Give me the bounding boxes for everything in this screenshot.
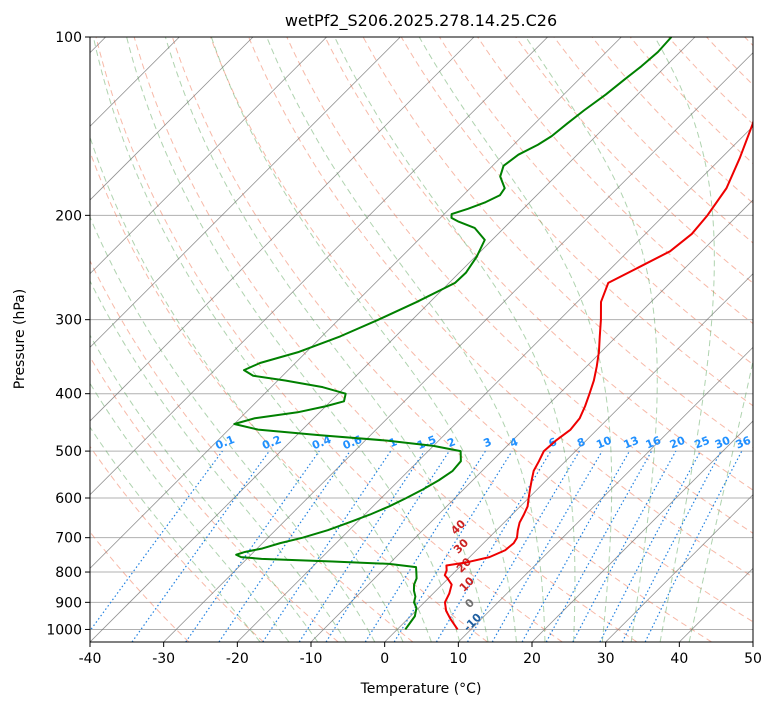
mixing-ratio-label: 8 [575, 435, 587, 450]
x-tick-label: 40 [670, 651, 688, 667]
dry-adiabat [248, 37, 753, 578]
x-tick-label: -40 [79, 651, 102, 667]
mixing-ratio-line [218, 450, 351, 642]
x-tick-label: 10 [449, 651, 467, 667]
mixing-ratio-line [521, 450, 631, 642]
moist-adiabat [90, 334, 319, 642]
moist-adiabat [654, 37, 715, 642]
moist-adiabat [525, 37, 658, 642]
dry-adiabat [324, 37, 753, 491]
y-tick-label: 300 [55, 313, 82, 329]
mixing-ratio-line [131, 450, 270, 642]
plot-frame [89, 36, 754, 643]
moist-adiabat [210, 37, 517, 642]
mixing-ratio-line [185, 450, 320, 642]
mixing-ratio-line [393, 450, 513, 642]
moist-adiabat [90, 382, 290, 642]
moist-adiabat [90, 135, 404, 642]
isotherm [163, 52, 753, 642]
isotherm [90, 37, 254, 201]
isotherm [310, 199, 753, 642]
y-tick-label: 900 [55, 595, 82, 611]
mixing-ratio-label: 13 [622, 434, 641, 452]
moist-adiabat [334, 37, 576, 642]
moist-adiabat [164, 37, 489, 642]
dewpoint-profile [233, 37, 673, 631]
mixing-ratio-line [262, 450, 392, 642]
moist-adiabat [90, 426, 261, 642]
mixing-ratio-label: 16 [644, 434, 663, 452]
isotherm [90, 37, 696, 642]
isotherm [90, 37, 622, 569]
x-tick-label: 20 [523, 651, 541, 667]
chart-title: wetPf2_S206.2025.278.14.25.C26 [285, 11, 557, 31]
y-tick-label: 200 [55, 208, 82, 224]
y-tick-label: 1000 [46, 622, 82, 638]
mixing-ratio-line [298, 450, 425, 642]
x-tick-label: 30 [597, 651, 615, 667]
mixing-ratio-label: 3 [481, 435, 493, 450]
y-tick-label: 500 [55, 444, 82, 460]
y-tick-label: 100 [55, 30, 82, 46]
mixing-ratio-line [644, 450, 743, 642]
isotherm [458, 346, 753, 642]
mixing-ratio-label: 25 [693, 434, 712, 452]
mixing-ratio-line [572, 450, 677, 642]
x-tick-label: -30 [152, 651, 175, 667]
isotherm [90, 37, 548, 496]
isotherm [90, 37, 401, 348]
mixing-ratio-label: 10 [594, 434, 613, 452]
mixing-ratio-label: 20 [668, 434, 687, 452]
y-tick-label: 600 [55, 491, 82, 507]
mixing-ratio-label: 1 [387, 435, 399, 450]
x-tick-label: 50 [744, 651, 762, 667]
dry-adiabat [90, 356, 339, 642]
isotherm [90, 37, 327, 275]
moist-adiabat [90, 215, 376, 642]
y-tick-label: 400 [55, 387, 82, 403]
x-tick-label: 0 [380, 651, 389, 667]
background-lines [90, 37, 753, 642]
isotherm [531, 420, 753, 642]
moist-adiabat [418, 37, 613, 642]
moist-adiabat [688, 358, 753, 642]
dry-adiabat [210, 37, 753, 623]
mixing-ratio-label: 30 [713, 434, 732, 452]
y-tick-label: 700 [55, 531, 82, 547]
temperature-profile [443, 118, 753, 631]
x-tick-label: -10 [300, 651, 323, 667]
mixing-ratio-line [545, 450, 653, 642]
isotherm [384, 273, 753, 642]
dry-adiabat [286, 37, 753, 534]
dry-adiabat [171, 37, 712, 642]
mixing-ratio-label: 36 [734, 434, 753, 452]
x-axis-title: Temperature (°C) [360, 681, 482, 697]
moist-adiabat [266, 37, 546, 642]
isotherm [237, 125, 753, 642]
dry-adiabat [90, 445, 264, 642]
isotherm [90, 37, 475, 422]
dry-adiabat [515, 37, 753, 284]
y-axis-title: Pressure (hPa) [12, 289, 28, 389]
mixing-ratio-label: 2 [445, 435, 457, 450]
y-tick-label: 800 [55, 565, 82, 581]
x-tick-label: -20 [226, 651, 249, 667]
isotherm [605, 494, 753, 642]
dry-adiabat [90, 259, 414, 642]
profiles [233, 37, 753, 631]
axes: -40 -30 -20 -10 0 10 20 30 40 50 1000 900 800 700 600 5… [46, 30, 762, 667]
dry-adiabat [95, 37, 563, 642]
pressure-grid [90, 37, 753, 630]
mixing-ratio-line [90, 450, 223, 632]
